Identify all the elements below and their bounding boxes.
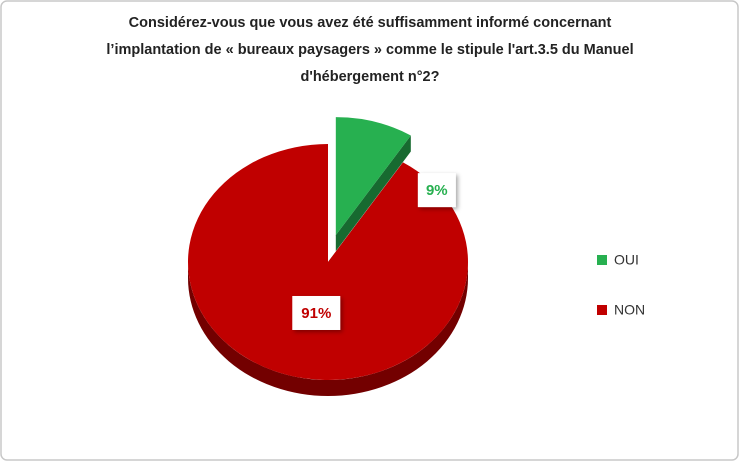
data-label-box bbox=[292, 295, 341, 330]
data-label-box bbox=[417, 173, 456, 208]
legend-swatch bbox=[597, 305, 607, 315]
chart-title: Considérez-vous que vous avez été suffis… bbox=[106, 15, 634, 85]
slice-wall bbox=[335, 135, 411, 252]
data-label: 9% bbox=[426, 182, 448, 199]
legend-label: OUI bbox=[614, 252, 639, 268]
slice-top bbox=[335, 117, 411, 236]
legend-swatch bbox=[597, 255, 607, 265]
legend-label: NON bbox=[614, 302, 645, 318]
slice bbox=[335, 117, 411, 252]
slice-top bbox=[187, 144, 468, 380]
slice bbox=[187, 144, 468, 396]
data-label: 91% bbox=[301, 305, 331, 322]
